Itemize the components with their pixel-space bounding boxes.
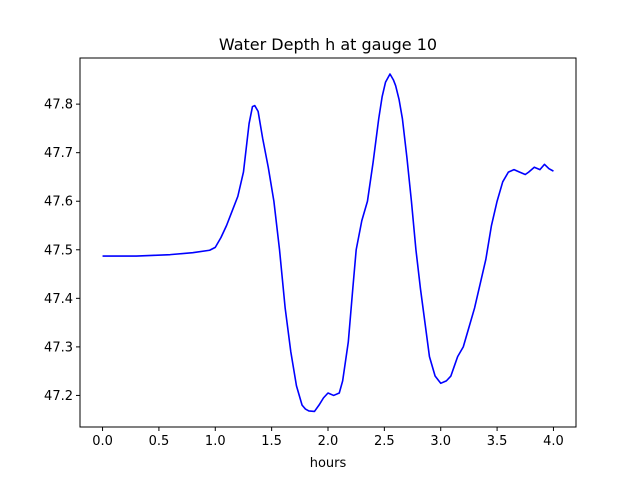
y-tick-label: 47.3: [44, 340, 73, 355]
x-axis: 0.0 0.5 1.0 1.5 2.0 2.5 3.0 3.5 4.0: [92, 427, 564, 449]
x-tick-label: 1.5: [261, 434, 282, 449]
x-axis-label: hours: [310, 456, 347, 471]
series-layer: [102, 73, 554, 413]
chart-title: Water Depth h at gauge 10: [219, 35, 437, 54]
y-tick-label: 47.8: [44, 98, 73, 113]
plot-frame: [79, 57, 577, 428]
x-tick-label: 1.0: [205, 434, 226, 449]
plot-background: [80, 58, 576, 427]
y-tick-label: 47.5: [44, 243, 73, 258]
x-tick-label: 3.0: [430, 434, 451, 449]
y-tick-label: 47.7: [44, 146, 73, 161]
x-tick-label: 2.0: [318, 434, 339, 449]
y-tick-label: 47.6: [44, 195, 73, 210]
series-line: [102, 73, 554, 413]
y-tick-label: 47.2: [44, 389, 73, 404]
x-tick-label: 4.0: [543, 434, 564, 449]
y-tick-label: 47.4: [44, 292, 73, 307]
x-tick-label: 0.5: [149, 434, 170, 449]
y-axis: 47.2 47.3 47.4 47.5 47.6 47.7 47.8: [44, 98, 80, 404]
x-tick-label: 3.5: [487, 434, 508, 449]
x-tick-label: 0.0: [92, 434, 113, 449]
x-tick-label: 2.5: [374, 434, 395, 449]
